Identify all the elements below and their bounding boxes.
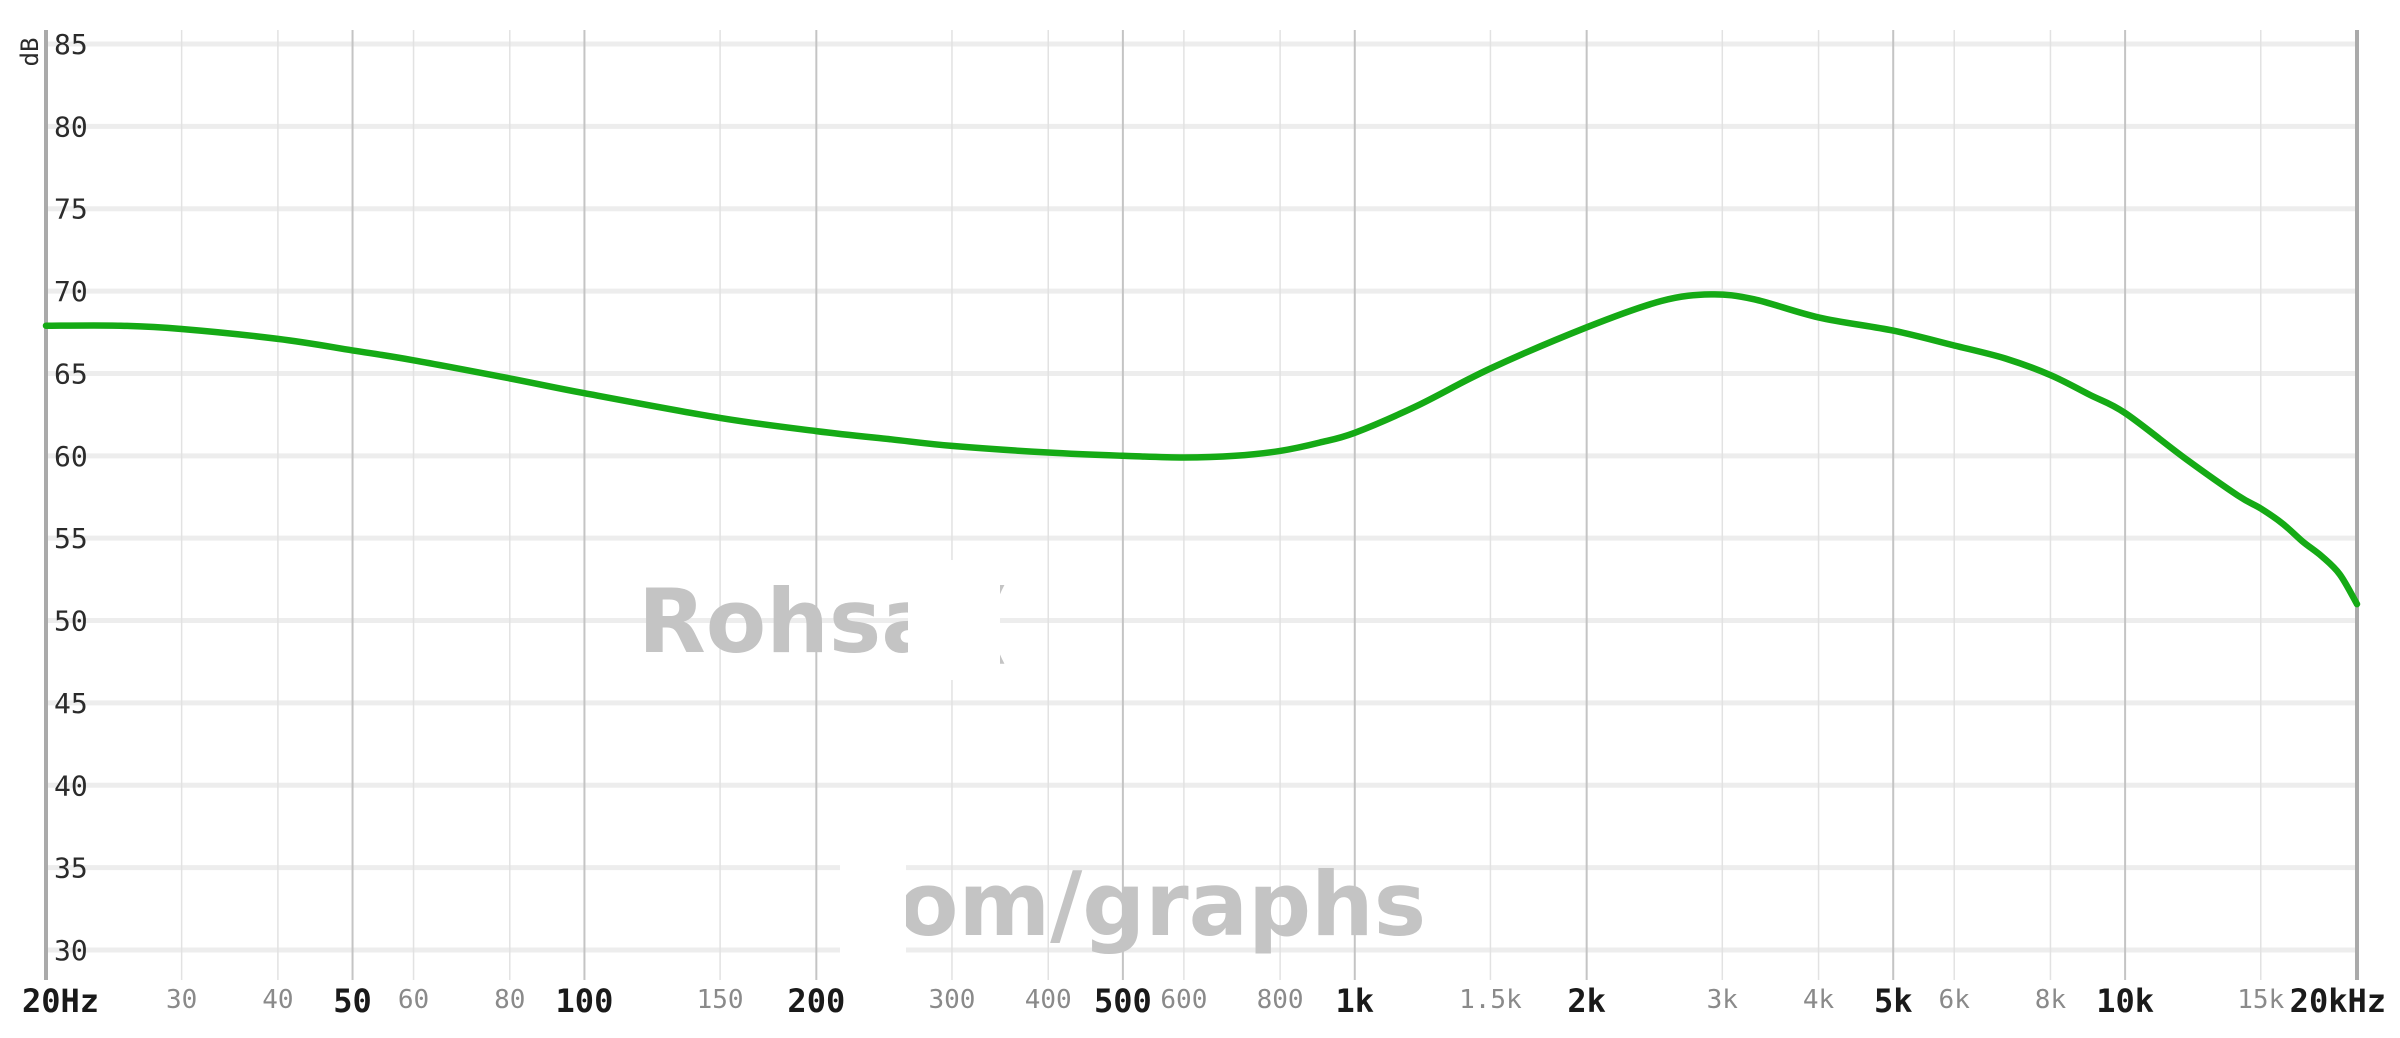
x-tick-label: 100 (556, 982, 614, 1020)
x-tick-label: 150 (697, 985, 744, 1015)
x-tick-label: 300 (928, 985, 975, 1015)
frequency-response-line (42, 291, 2361, 608)
y-tick-label: 65 (54, 357, 88, 390)
x-tick-label: 8k (2035, 985, 2067, 1015)
y-axis-ticks: 30 35 40 45 50 55 60 65 70 75 80 85 (54, 28, 88, 967)
y-tick-label: 30 (54, 934, 88, 967)
y-axis-label: dB (16, 38, 44, 67)
x-tick-label: 20kHz (2290, 982, 2386, 1020)
x-tick-label: 800 (1257, 985, 1304, 1015)
y-tick-label: 85 (54, 28, 88, 61)
x-tick-label: 40 (262, 985, 293, 1015)
y-tick-label: 75 (54, 193, 88, 226)
x-tick-label: 20Hz (22, 982, 99, 1020)
x-tick-label: 400 (1025, 985, 1072, 1015)
y-tick-label: 60 (54, 440, 88, 473)
x-tick-label: 1k (1336, 982, 1375, 1020)
x-tick-label: 5k (1874, 982, 1913, 1020)
x-tick-label: 600 (1160, 985, 1207, 1015)
horizontal-gridlines (46, 41, 2357, 953)
y-tick-label: 50 (54, 605, 88, 638)
x-tick-label: 6k (1939, 985, 1971, 1015)
x-tick-label: 10k (2096, 982, 2154, 1020)
vertical-gridlines (44, 30, 2359, 980)
y-tick-label: 70 (54, 275, 88, 308)
y-tick-label: 40 (54, 769, 88, 802)
y-tick-label: 35 (54, 852, 88, 885)
x-tick-label: 1.5k (1459, 985, 1522, 1015)
x-axis-ticks: 20Hz 30 40 50 60 80 100 150 200 300 400 500 600 800 1k… (22, 982, 2386, 1020)
x-tick-label: 15k (2237, 985, 2284, 1015)
watermark: Rohsa ( om/graphs (638, 570, 1426, 956)
watermark-text-2: om/graphs (898, 853, 1426, 956)
y-tick-label: 55 (54, 522, 88, 555)
x-tick-label: 30 (166, 985, 197, 1015)
x-tick-label: 3k (1707, 985, 1739, 1015)
series-layer (42, 291, 2361, 608)
y-tick-label: 45 (54, 687, 88, 720)
x-tick-label: 60 (398, 985, 429, 1015)
watermark-mask-right (840, 850, 906, 960)
watermark-mask-left (908, 560, 1000, 680)
x-tick-label: 4k (1803, 985, 1835, 1015)
x-tick-label: 50 (333, 982, 372, 1020)
y-tick-label: 80 (54, 110, 88, 143)
x-tick-label: 2k (1567, 982, 1606, 1020)
x-tick-label: 80 (494, 985, 525, 1015)
x-tick-label: 200 (787, 982, 845, 1020)
x-tick-label: 500 (1094, 982, 1152, 1020)
